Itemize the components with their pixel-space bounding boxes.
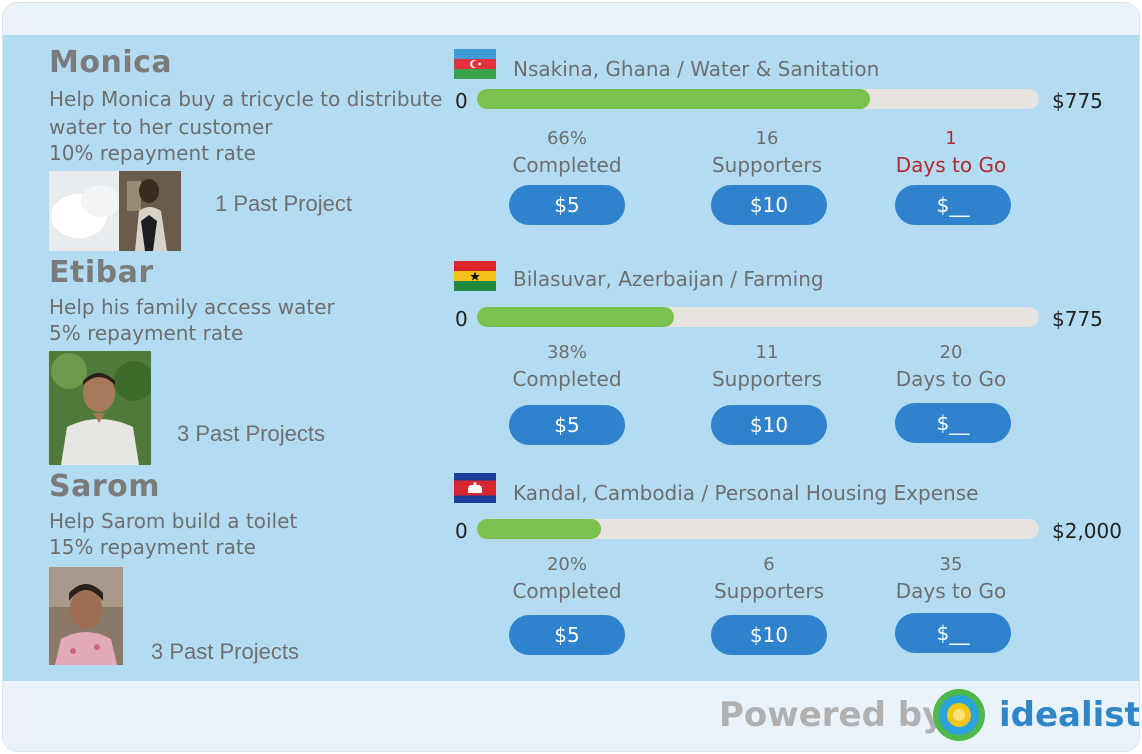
- project-location-sector: Nsakina, Ghana / Water & Sanitation: [513, 57, 880, 81]
- donate-10-button[interactable]: $10: [711, 405, 827, 445]
- donate-5-button[interactable]: $5: [509, 405, 625, 445]
- idealist-logo-icon[interactable]: [931, 687, 987, 743]
- days-count: 35: [939, 554, 963, 575]
- donate-custom-button[interactable]: $__: [895, 185, 1011, 225]
- completed-label: Completed: [512, 579, 622, 603]
- past-projects-link[interactable]: 3 Past Projects: [151, 639, 299, 664]
- funding-progress-bar: [477, 519, 1039, 539]
- supporters-stat: 11 Supporters: [687, 339, 847, 393]
- completed-label: Completed: [512, 153, 622, 177]
- funding-goal-amount: $775: [1052, 307, 1103, 331]
- project-card-etibar: Etibar Help his family access water 5% r…: [3, 255, 1139, 470]
- donate-custom-button[interactable]: $__: [895, 613, 1011, 653]
- funding-progress-bar: [477, 307, 1039, 327]
- completed-percent: 66%: [546, 128, 587, 149]
- project-location-sector: Kandal, Cambodia / Personal Housing Expe…: [513, 481, 979, 505]
- days-label: Days to Go: [895, 367, 1007, 391]
- donate-10-button[interactable]: $10: [711, 185, 827, 225]
- supporters-count: 6: [763, 554, 775, 575]
- supporters-count: 16: [755, 128, 779, 149]
- repayment-rate: 5% repayment rate: [49, 321, 244, 345]
- project-description: Help Sarom build a toilet: [49, 509, 298, 533]
- supporters-stat: 6 Supporters: [689, 551, 849, 605]
- progress-min-label: 0: [455, 89, 468, 113]
- funding-goal-amount: $775: [1052, 89, 1103, 113]
- completed-percent: 20%: [546, 554, 587, 575]
- project-card-monica: Monica Help Monica buy a tricycle to dis…: [3, 45, 1139, 260]
- powered-by-label: Powered by: [719, 695, 945, 735]
- borrower-photo[interactable]: [49, 567, 123, 665]
- project-location-sector: Bilasuvar, Azerbaijan / Farming: [513, 267, 824, 291]
- days-to-go-stat: 20 Days to Go: [871, 339, 1031, 393]
- borrower-photo[interactable]: [49, 351, 151, 465]
- donate-5-button[interactable]: $5: [509, 185, 625, 225]
- supporters-label: Supporters: [711, 153, 822, 177]
- days-to-go-stat: 1 Days to Go: [871, 125, 1031, 179]
- funding-goal-amount: $2,000: [1052, 519, 1122, 543]
- donate-custom-button[interactable]: $__: [895, 403, 1011, 443]
- past-projects-link[interactable]: 1 Past Project: [215, 191, 352, 216]
- days-label: Days to Go: [895, 153, 1007, 177]
- days-count: 20: [939, 342, 963, 363]
- repayment-rate: 10% repayment rate: [49, 141, 256, 165]
- project-description: Help his family access water: [49, 295, 335, 319]
- borrower-name: Sarom: [49, 469, 161, 504]
- progress-min-label: 0: [455, 519, 468, 543]
- ghana-flag-icon: [454, 261, 496, 291]
- past-projects-link[interactable]: 3 Past Projects: [177, 421, 325, 446]
- funding-progress-bar: [477, 89, 1039, 109]
- completed-label: Completed: [512, 367, 622, 391]
- supporters-label: Supporters: [713, 579, 824, 603]
- funding-progress-fill: [477, 307, 674, 327]
- azerbaijan-flag-icon: [454, 49, 496, 79]
- progress-min-label: 0: [455, 307, 468, 331]
- donate-10-button[interactable]: $10: [711, 615, 827, 655]
- projects-panel: Monica Help Monica buy a tricycle to dis…: [3, 35, 1139, 684]
- completed-stat: 20% Completed: [487, 551, 647, 605]
- funding-progress-fill: [477, 89, 871, 109]
- borrower-name: Monica: [49, 45, 173, 80]
- cambodia-flag-icon: [454, 473, 496, 503]
- days-to-go-stat: 35 Days to Go: [871, 551, 1031, 605]
- supporters-count: 11: [755, 342, 779, 363]
- supporters-label: Supporters: [711, 367, 822, 391]
- borrower-photo[interactable]: [49, 171, 181, 251]
- supporters-stat: 16 Supporters: [687, 125, 847, 179]
- donate-5-button[interactable]: $5: [509, 615, 625, 655]
- days-label: Days to Go: [895, 579, 1007, 603]
- days-count: 1: [945, 128, 957, 149]
- completed-stat: 66% Completed: [487, 125, 647, 179]
- project-description: Help Monica buy a tricycle to distribute…: [49, 87, 443, 139]
- idealist-brand-link[interactable]: idealist: [999, 695, 1140, 735]
- completed-stat: 38% Completed: [487, 339, 647, 393]
- borrower-name: Etibar: [49, 255, 154, 290]
- project-card-sarom: Sarom Help Sarom build a toilet 15% repa…: [3, 469, 1139, 684]
- completed-percent: 38%: [546, 342, 587, 363]
- repayment-rate: 15% repayment rate: [49, 535, 256, 559]
- funding-progress-fill: [477, 519, 601, 539]
